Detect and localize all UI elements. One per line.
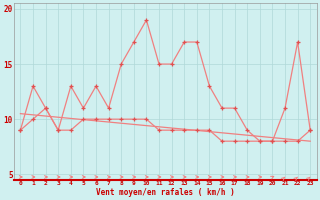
X-axis label: Vent moyen/en rafales ( km/h ): Vent moyen/en rafales ( km/h ) bbox=[96, 188, 235, 197]
